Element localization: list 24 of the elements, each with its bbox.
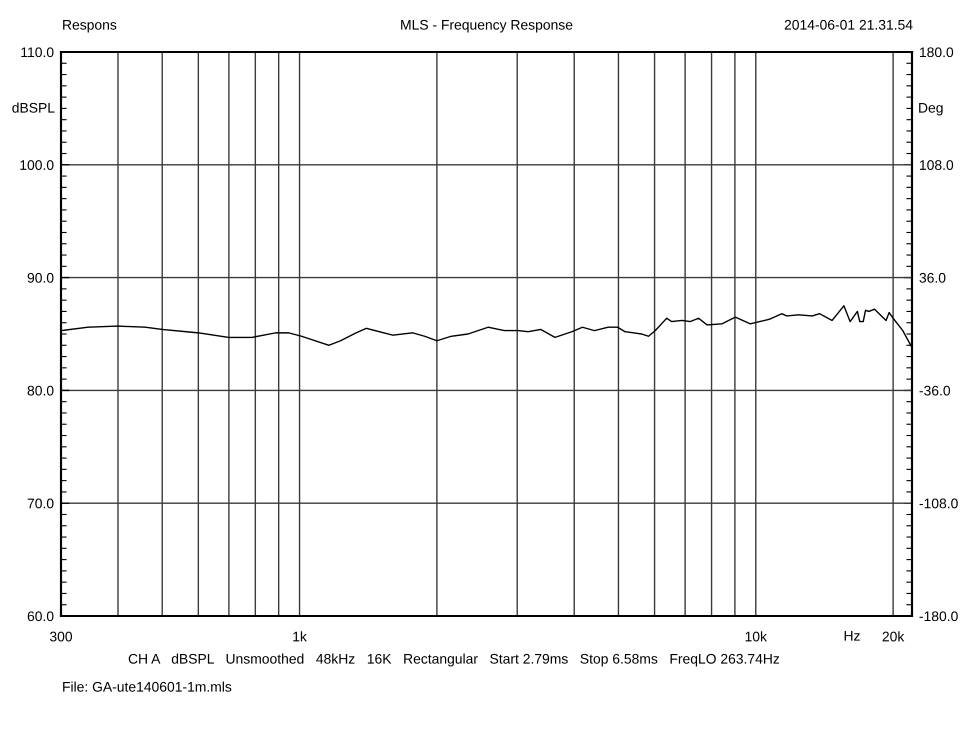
y-tick-label: 80.0 [28,386,54,396]
y2-tick-label: 108.0 [920,160,954,170]
y2-tick-label: -36.0 [920,386,950,396]
y-tick-label: 110.0 [21,47,54,58]
x-tick-label: 300 [50,632,72,642]
y2-tick-label: 180.0 [920,47,954,58]
y-tick-label: 70.0 [28,498,54,508]
chart-title: MLS - Frequency Response [401,20,572,32]
y-tick-label: 90.0 [28,272,54,283]
y-axis-title: dBSPL [12,102,55,113]
x-tick-label: 1k [293,631,307,642]
x-tick-label: 20k [882,631,904,642]
text: Respons [63,20,116,32]
y-tick-label: 60.0 [28,611,54,622]
y2-tick-label: -180.0 [920,611,958,622]
y2-tick-label: -108.0 [920,498,958,508]
x-axis-title: Hz [844,631,860,641]
text: CH A dBSPL Unsmoothed 48kHz 16K Rectangular Start 2.79ms Stop 6.58ms FreqLO 263.74Hz [128,654,780,666]
text: 2014-06-01 21.31.54 [784,20,913,30]
y-tick-label: 100.0 [20,160,54,170]
text: File: GA-ute140601-1m.mls [63,682,232,692]
y2-tick-label: 36.0 [919,272,946,283]
x-tick-label: 10k [746,631,767,642]
y2-axis-title: Deg [919,103,943,116]
